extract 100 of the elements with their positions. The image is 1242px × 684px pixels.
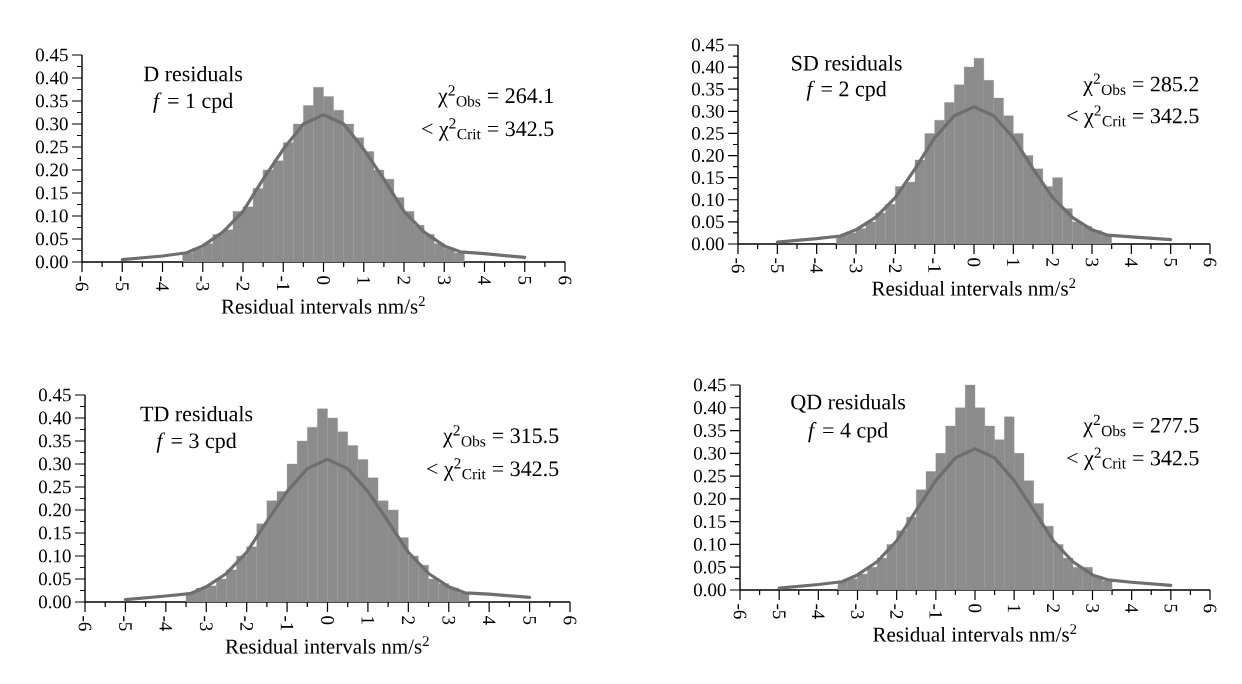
- x-tick-label: 4: [1125, 603, 1138, 613]
- x-tick-label: -3: [849, 258, 863, 273]
- y-tick-label: 0.35: [691, 82, 724, 96]
- y-tick-label: 0.10: [693, 537, 726, 551]
- annotation: < χ$^{2}$$_{Crit}$ = 342.5: [1067, 105, 1199, 128]
- x-tick-label: -1: [276, 276, 290, 291]
- x-tick-label: 5: [1164, 604, 1178, 613]
- x-tick-label: -5: [115, 276, 129, 291]
- x-tick-label: 1: [361, 617, 375, 624]
- y-tick-label: 0.40: [691, 60, 724, 74]
- y-tick-label: 0.05: [35, 232, 68, 246]
- x-tick-label: -4: [812, 604, 825, 620]
- annotation: f = 1 cpd: [153, 92, 233, 113]
- y-tick-label: 0.10: [691, 193, 724, 207]
- x-tick-label: -2: [889, 258, 902, 273]
- x-tick-label: 0: [968, 604, 982, 613]
- x-axis-title: Residual intervals nm/s$^{2}$: [225, 636, 429, 654]
- x-tick-label: 6: [563, 616, 577, 625]
- y-tick-label: 0.45: [693, 378, 726, 392]
- x-tick-label: -2: [240, 616, 253, 631]
- x-axis-title: Residual intervals nm/s$^{2}$: [221, 296, 425, 314]
- y-tick-label: 0.45: [691, 38, 724, 52]
- x-tick-label: 6: [1203, 604, 1217, 613]
- x-tick-label: -5: [772, 604, 786, 619]
- y-tick-label: 0.20: [35, 163, 68, 177]
- y-tick-label: 0.00: [35, 255, 68, 269]
- y-tick-label: 0.40: [693, 401, 726, 415]
- annotation: < χ$^{2}$$_{Crit}$ = 342.5: [427, 458, 559, 481]
- x-tick-label: 5: [1164, 258, 1177, 267]
- y-tick-label: 0.10: [35, 209, 68, 223]
- x-tick-label: 4: [478, 275, 491, 285]
- x-tick-label: 3: [1086, 604, 1099, 613]
- y-tick-label: 0.20: [38, 503, 71, 517]
- x-tick-label: 3: [437, 276, 451, 285]
- annotation: χ$^{2}$$_{Obs}$ = 264.1: [438, 85, 553, 108]
- y-tick-label: 0.35: [38, 434, 71, 448]
- y-tick-label: 0.20: [691, 149, 724, 162]
- y-tick-label: 0.30: [38, 457, 71, 471]
- y-tick-label: 0.15: [693, 515, 726, 529]
- x-tick-label: 2: [397, 276, 411, 284]
- annotation: TD residuals: [140, 405, 253, 422]
- x-tick-label: 1: [1007, 259, 1020, 266]
- x-tick-label: 5: [523, 616, 536, 625]
- x-tick-label: 0: [967, 258, 981, 267]
- y-tick-label: 0.35: [35, 94, 68, 108]
- x-tick-label: -1: [280, 616, 294, 631]
- y-tick-label: 0.30: [693, 446, 726, 460]
- x-tick-label: -2: [890, 604, 903, 619]
- x-tick-label: -3: [196, 276, 210, 291]
- x-tick-label: 4: [1125, 257, 1138, 267]
- x-tick-label: -2: [236, 276, 250, 291]
- x-tick-label: -6: [75, 276, 89, 291]
- annotation: χ$^{2}$$_{Obs}$ = 277.5: [1083, 414, 1199, 438]
- y-tick-label: 0.35: [693, 424, 726, 437]
- annotation: χ$^{2}$$_{Obs}$ = 285.2: [1083, 73, 1199, 96]
- annotation: f = 3 cpd: [156, 432, 237, 453]
- annotation: SD residuals: [792, 55, 902, 71]
- x-tick-label: 1: [1007, 605, 1021, 612]
- y-tick-label: 0.15: [38, 526, 71, 540]
- annotation: < χ$^{2}$$_{Crit}$ = 342.5: [422, 118, 554, 141]
- x-tick-label: 0: [317, 276, 330, 285]
- y-tick-label: 0.25: [693, 469, 726, 483]
- y-tick-label: 0.10: [38, 549, 71, 563]
- y-tick-label: 0.25: [38, 480, 71, 494]
- x-tick-label: -6: [78, 616, 92, 631]
- x-tick-label: 3: [442, 616, 456, 625]
- y-tick-label: 0.05: [693, 560, 726, 574]
- y-tick-label: 0.30: [691, 104, 724, 118]
- x-tick-label: 6: [558, 276, 572, 285]
- y-tick-label: 0.40: [38, 411, 71, 425]
- y-tick-label: 0.40: [35, 71, 68, 85]
- x-tick-label: 3: [1085, 258, 1099, 267]
- x-tick-label: -5: [119, 616, 132, 631]
- x-tick-label: 0: [321, 616, 334, 625]
- x-tick-label: 2: [402, 616, 415, 624]
- y-tick-label: 0.30: [35, 117, 68, 131]
- x-tick-label: 4: [482, 615, 496, 625]
- x-tick-label: -4: [156, 276, 169, 292]
- annotation: f = 2 cpd: [806, 80, 887, 101]
- x-axis-title: Residual intervals nm/s$^{2}$: [872, 278, 1076, 296]
- y-tick-label: 0.15: [691, 171, 724, 185]
- y-tick-label: 0.00: [38, 595, 71, 609]
- x-tick-label: 1: [357, 277, 371, 284]
- x-tick-label: 6: [1203, 258, 1217, 267]
- y-tick-label: 0.45: [38, 388, 71, 402]
- x-tick-label: 2: [1047, 604, 1060, 612]
- annotation: f = 4 cpd: [808, 422, 888, 443]
- x-tick-label: -3: [199, 616, 213, 631]
- x-tick-label: -1: [928, 258, 941, 273]
- x-axis-title: Residual intervals nm/s$^{2}$: [873, 624, 1077, 642]
- x-tick-label: 2: [1046, 258, 1059, 266]
- annotation: D residuals: [143, 65, 243, 82]
- y-tick-label: 0.05: [691, 215, 724, 229]
- x-tick-label: -3: [851, 604, 864, 619]
- x-tick-label: -5: [771, 258, 784, 273]
- y-tick-label: 0.45: [35, 48, 68, 62]
- annotation: χ$^{2}$$_{Obs}$ = 315.5: [442, 425, 559, 448]
- y-tick-label: 0.00: [691, 237, 724, 251]
- y-tick-label: 0.25: [35, 140, 68, 154]
- x-tick-label: 5: [518, 276, 532, 285]
